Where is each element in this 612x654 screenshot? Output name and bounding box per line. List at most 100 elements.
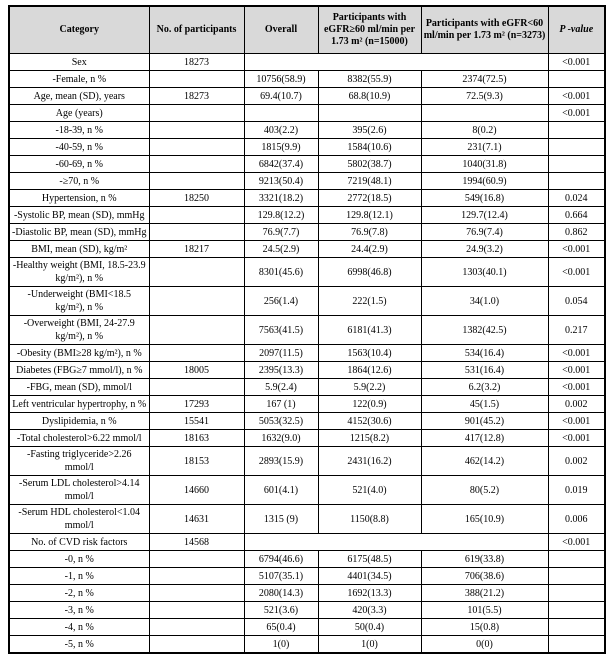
table-row: -FBG, mean (SD), mmol/l 5.9(2.4) 5.9(2.2) 6… [8,378,606,396]
cell-participants [148,138,245,156]
cell-pvalue [547,567,606,585]
table-row: -Female, n % 10756(58.9) 8382(55.9) 2374(72… [8,70,606,88]
cell-pvalue: 0.019 [547,475,606,505]
table-body: Sex 18273 <0.001 -Female, n % 10756(58.9) 838… [8,53,606,654]
cell-pvalue: <0.001 [547,344,606,362]
cell-participants [148,257,245,287]
cell-egfr-ge60: 1150(8.8) [317,504,422,534]
cell-category: -Systolic BP, mean (SD), mmHg [8,206,150,224]
cell-pvalue: <0.001 [547,533,606,551]
cell-participants: 14660 [148,475,245,505]
cell-category: -Obesity (BMI≥28 kg/m²), n % [8,344,150,362]
cell-category: Sex [8,53,150,71]
cell-overall: 256(1.4) [243,286,319,316]
cell-egfr-lt60: 72.5(9.3) [420,87,549,105]
table-row: Hypertension, n % 18250 3321(18.2) 2772(18.… [8,189,606,207]
cell-egfr-ge60: 68.8(10.9) [317,87,422,105]
cell-category: -4, n % [8,618,150,636]
cell-pvalue [547,172,606,190]
participants-characteristics-table: Category No. of participants Overall Par… [8,5,606,654]
cell-egfr-ge60: 4152(30.6) [317,412,422,430]
cell-pvalue [547,550,606,568]
cell-overall: 601(4.1) [243,475,319,505]
table-row: -5, n % 1(0) 1(0) 0(0) [8,635,606,654]
cell-egfr-ge60: 1215(8.2) [317,429,422,447]
cell-egfr-ge60: 1584(10.6) [317,138,422,156]
cell-egfr-ge60: 1692(13.3) [317,584,422,602]
table-row: -Obesity (BMI≥28 kg/m²), n % 2097(11.5) 15… [8,344,606,362]
cell-overall: 129.8(12.2) [243,206,319,224]
header-egfr-ge60: Participants with eGFR≥60 ml/min per 1.7… [317,5,422,54]
cell-participants: 18163 [148,429,245,447]
cell-overall: 10756(58.9) [243,70,319,88]
cell-overall: 5053(32.5) [243,412,319,430]
cell-egfr-ge60: 6998(46.8) [317,257,422,287]
table-row: Sex 18273 <0.001 [8,53,606,71]
cell-egfr-lt60: 531(16.4) [420,361,549,379]
cell-category: -40-59, n % [8,138,150,156]
cell-participants [148,155,245,173]
header-egfr-lt60: Participants with eGFR<60 ml/min per 1.7… [420,5,549,54]
cell-category: Dyslipidemia, n % [8,412,150,430]
cell-egfr-ge60: 395(2.6) [317,121,422,139]
cell-egfr-ge60: 129.8(12.1) [317,206,422,224]
cell-pvalue: <0.001 [547,104,606,122]
table-row: -60-69, n % 6842(37.4) 5802(38.7) 1040(31.8… [8,155,606,173]
cell-egfr-lt60: 534(16.4) [420,344,549,362]
cell-participants: 14568 [148,533,245,551]
cell-egfr-ge60: 6175(48.5) [317,550,422,568]
cell-egfr-lt60: 45(1.5) [420,395,549,413]
cell-merged-blank [243,533,549,551]
cell-pvalue: 0.054 [547,286,606,316]
cell-participants [148,344,245,362]
cell-egfr-lt60: 901(45.2) [420,412,549,430]
header-row: Category No. of participants Overall Par… [8,5,606,54]
cell-participants: 18217 [148,240,245,258]
table-header: Category No. of participants Overall Par… [8,5,606,54]
cell-egfr-lt60: 549(16.8) [420,189,549,207]
cell-pvalue: 0.217 [547,315,606,345]
cell-pvalue: <0.001 [547,412,606,430]
cell-overall: 1(0) [243,635,319,654]
table-row: -4, n % 65(0.4) 50(0.4) 15(0.8) [8,618,606,636]
cell-egfr-lt60: 2374(72.5) [420,70,549,88]
table-row: -Healthy weight (BMI, 18.5-23.9 kg/m²), … [8,257,606,287]
table-row: Diabetes (FBG≥7 mmol/l), n % 18005 2395(13… [8,361,606,379]
cell-egfr-ge60: 50(0.4) [317,618,422,636]
cell-egfr-lt60: 15(0.8) [420,618,549,636]
cell-category: -18-39, n % [8,121,150,139]
cell-overall: 2080(14.3) [243,584,319,602]
header-category: Category [8,5,150,54]
cell-pvalue [547,601,606,619]
cell-egfr-lt60: 165(10.9) [420,504,549,534]
cell-pvalue: 0.002 [547,395,606,413]
cell-egfr-lt60: 34(1.0) [420,286,549,316]
cell-participants [148,567,245,585]
cell-egfr-lt60: 1040(31.8) [420,155,549,173]
cell-pvalue: 0.006 [547,504,606,534]
cell-egfr-ge60: 6181(41.3) [317,315,422,345]
cell-category: -60-69, n % [8,155,150,173]
cell-egfr-lt60: 129.7(12.4) [420,206,549,224]
cell-pvalue: <0.001 [547,378,606,396]
cell-overall: 1815(9.9) [243,138,319,156]
cell-overall: 24.5(2.9) [243,240,319,258]
cell-egfr-lt60: 101(5.5) [420,601,549,619]
cell-overall: 5.9(2.4) [243,378,319,396]
cell-participants: 18273 [148,53,245,71]
cell-egfr-lt60: 6.2(3.2) [420,378,549,396]
cell-overall: 3321(18.2) [243,189,319,207]
cell-egfr-ge60: 2431(16.2) [317,446,422,476]
cell-participants [148,635,245,654]
cell-participants [148,618,245,636]
cell-egfr-lt60: 0(0) [420,635,549,654]
cell-pvalue [547,635,606,654]
cell-pvalue: 0.664 [547,206,606,224]
header-p-value: P -value [547,5,606,54]
cell-category: Left ventricular hypertrophy, n % [8,395,150,413]
cell-overall: 5107(35.1) [243,567,319,585]
cell-pvalue: <0.001 [547,87,606,105]
cell-egfr-lt60: 80(5.2) [420,475,549,505]
cell-participants [148,378,245,396]
cell-overall [243,104,319,122]
